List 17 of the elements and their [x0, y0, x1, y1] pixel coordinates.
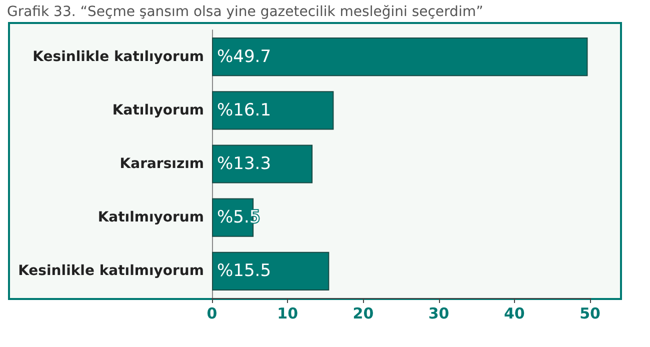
y-tick-label: Kesinlikle katılıyorum — [32, 48, 204, 65]
data-label: %15.5 — [217, 261, 272, 282]
y-tick-label: Katılmıyorum — [98, 210, 204, 226]
chart-title: Grafik 33. “Seçme şansım olsa yine gazetecilik mesleğini seçerdim” — [7, 4, 484, 20]
x-tick-label: 40 — [504, 304, 525, 322]
x-tick-label: 0 — [206, 304, 218, 322]
y-tick-label: Kesinlikle katılmıyorum — [18, 263, 204, 280]
y-tick-label: Katılıyorum — [112, 102, 204, 118]
x-tick-label: 50 — [580, 304, 600, 322]
y-tick-label: Kararsızım — [120, 156, 204, 172]
bar — [212, 38, 588, 76]
data-label: %16.1 — [217, 100, 272, 120]
x-tick-label: 30 — [428, 304, 450, 322]
data-label: %13.3 — [217, 154, 272, 174]
x-tick-label: 10 — [277, 304, 298, 322]
data-label: %49.7 — [217, 46, 272, 67]
x-tick-label: 20 — [352, 304, 374, 322]
